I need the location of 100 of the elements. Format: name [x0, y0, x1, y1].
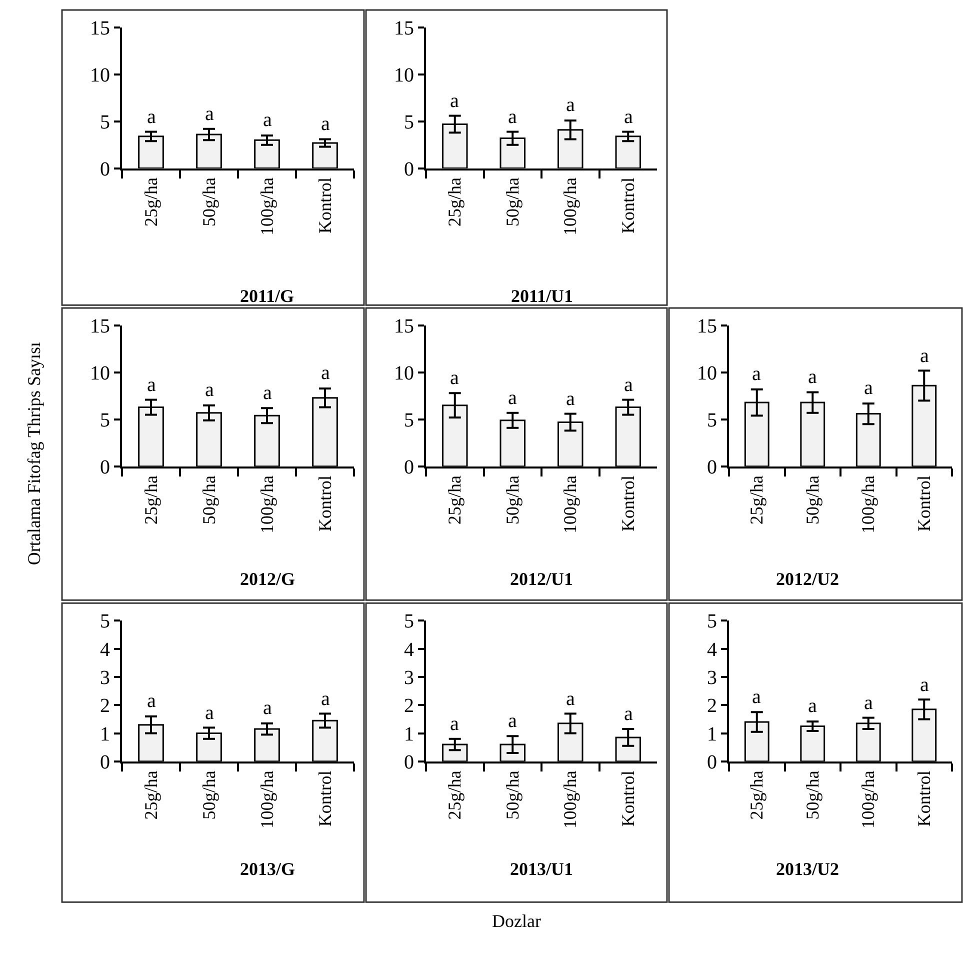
text: 2012/U1 — [510, 569, 573, 589]
data-label: a — [566, 94, 575, 116]
y-tick-label: 10 — [394, 64, 414, 86]
x-tick-label: 50g/ha — [502, 177, 522, 226]
x-tick-label: Kontrol — [914, 770, 934, 827]
x-axis-title: Dozlar — [492, 911, 541, 931]
x-tick-label: 25g/ha — [444, 177, 465, 226]
data-label: a — [321, 362, 330, 384]
x-tick-label: 100g/ha — [560, 770, 580, 829]
x-tick-label: 100g/ha — [560, 177, 580, 236]
data-label: a — [450, 713, 459, 735]
y-tick-label: 2 — [707, 695, 717, 718]
x-tick-label: 25g/ha — [746, 476, 767, 525]
x-tick-label: 50g/ha — [502, 476, 522, 525]
data-label: a — [147, 690, 156, 712]
x-tick-label: Kontrol — [914, 476, 934, 532]
x-tick-label: 50g/ha — [802, 476, 822, 525]
data-label: a — [508, 106, 517, 128]
text: 2013/U2 — [776, 859, 839, 879]
data-label: a — [321, 688, 330, 710]
x-tick-label: 50g/ha — [198, 177, 219, 226]
data-label: a — [205, 379, 214, 401]
y-tick-label: 10 — [697, 362, 717, 385]
data-label: a — [450, 90, 459, 112]
data-label: a — [566, 688, 575, 710]
data-label: a — [864, 692, 873, 714]
y-tick-label: 5 — [404, 111, 414, 134]
x-tick-label: Kontrol — [618, 177, 638, 234]
text: 2011/G — [240, 286, 294, 306]
y-tick-label: 2 — [100, 695, 110, 718]
x-tick-label: 25g/ha — [140, 177, 161, 226]
y-tick-label: 0 — [100, 751, 110, 774]
y-tick-label: 0 — [707, 456, 717, 478]
y-tick-label: 5 — [404, 610, 414, 633]
x-tick-label: Kontrol — [314, 770, 335, 827]
text: 2012/G — [240, 569, 296, 589]
y-tick-label: 10 — [394, 362, 414, 385]
data-label: a — [263, 697, 272, 719]
text: 2011/U1 — [511, 286, 574, 306]
x-tick-label: Kontrol — [314, 177, 335, 234]
y-tick-label: 3 — [404, 666, 414, 689]
data-label: a — [624, 703, 633, 725]
text: 2013/G — [240, 859, 296, 879]
y-tick-label: 0 — [404, 456, 414, 478]
y-tick-label: 15 — [394, 316, 414, 338]
x-tick-label: 25g/ha — [140, 770, 161, 820]
y-tick-label: 5 — [404, 409, 414, 432]
y-tick-label: 15 — [90, 316, 110, 338]
x-tick-label: 25g/ha — [140, 476, 161, 525]
x-tick-label: 100g/ha — [256, 476, 277, 534]
data-label: a — [508, 710, 517, 732]
data-label: a — [263, 382, 272, 404]
y-tick-label: 0 — [404, 158, 414, 180]
x-tick-label: 100g/ha — [256, 770, 277, 829]
data-label: a — [864, 377, 873, 399]
data-label: a — [624, 106, 633, 128]
y-tick-label: 0 — [707, 751, 717, 774]
y-tick-label: 1 — [707, 723, 717, 746]
data-label: a — [808, 695, 817, 717]
data-label: a — [205, 103, 214, 125]
y-tick-label: 0 — [404, 751, 414, 774]
x-tick-label: 50g/ha — [502, 770, 522, 820]
y-axis-title: Ortalama Fitofag Thrips Sayısı — [24, 342, 44, 566]
y-tick-label: 3 — [707, 666, 717, 689]
data-label: a — [752, 363, 761, 385]
x-tick-label: Kontrol — [618, 770, 638, 827]
data-label: a — [205, 702, 214, 724]
y-tick-label: 5 — [100, 409, 110, 432]
data-label: a — [321, 113, 330, 135]
y-tick-label: 15 — [394, 18, 414, 40]
y-tick-label: 15 — [90, 18, 110, 40]
x-tick-label: 25g/ha — [444, 476, 465, 525]
data-label: a — [263, 109, 272, 131]
y-tick-label: 4 — [707, 638, 717, 661]
x-tick-label: Kontrol — [618, 476, 638, 532]
y-tick-label: 10 — [90, 64, 110, 86]
y-tick-label: 4 — [100, 638, 110, 661]
x-tick-label: 25g/ha — [746, 770, 767, 820]
y-tick-label: 0 — [100, 456, 110, 478]
data-label: a — [624, 374, 633, 396]
x-tick-label: 100g/ha — [858, 770, 878, 829]
x-tick-label: Kontrol — [314, 476, 335, 532]
y-tick-label: 5 — [707, 610, 717, 633]
y-tick-label: 5 — [100, 610, 110, 633]
data-label: a — [450, 367, 459, 389]
x-tick-label: 50g/ha — [198, 770, 219, 820]
data-label: a — [508, 387, 517, 409]
x-tick-label: 25g/ha — [444, 770, 465, 820]
text: 2012/U2 — [776, 569, 839, 589]
data-label: a — [808, 366, 817, 388]
y-tick-label: 5 — [100, 111, 110, 134]
y-tick-label: 10 — [90, 362, 110, 385]
y-tick-label: 15 — [697, 316, 717, 338]
data-label: a — [920, 345, 929, 367]
data-label: a — [920, 674, 929, 696]
y-tick-label: 1 — [404, 723, 414, 746]
y-tick-label: 1 — [100, 723, 110, 746]
x-tick-label: 50g/ha — [198, 476, 219, 525]
data-label: a — [147, 374, 156, 396]
y-tick-label: 2 — [404, 695, 414, 718]
